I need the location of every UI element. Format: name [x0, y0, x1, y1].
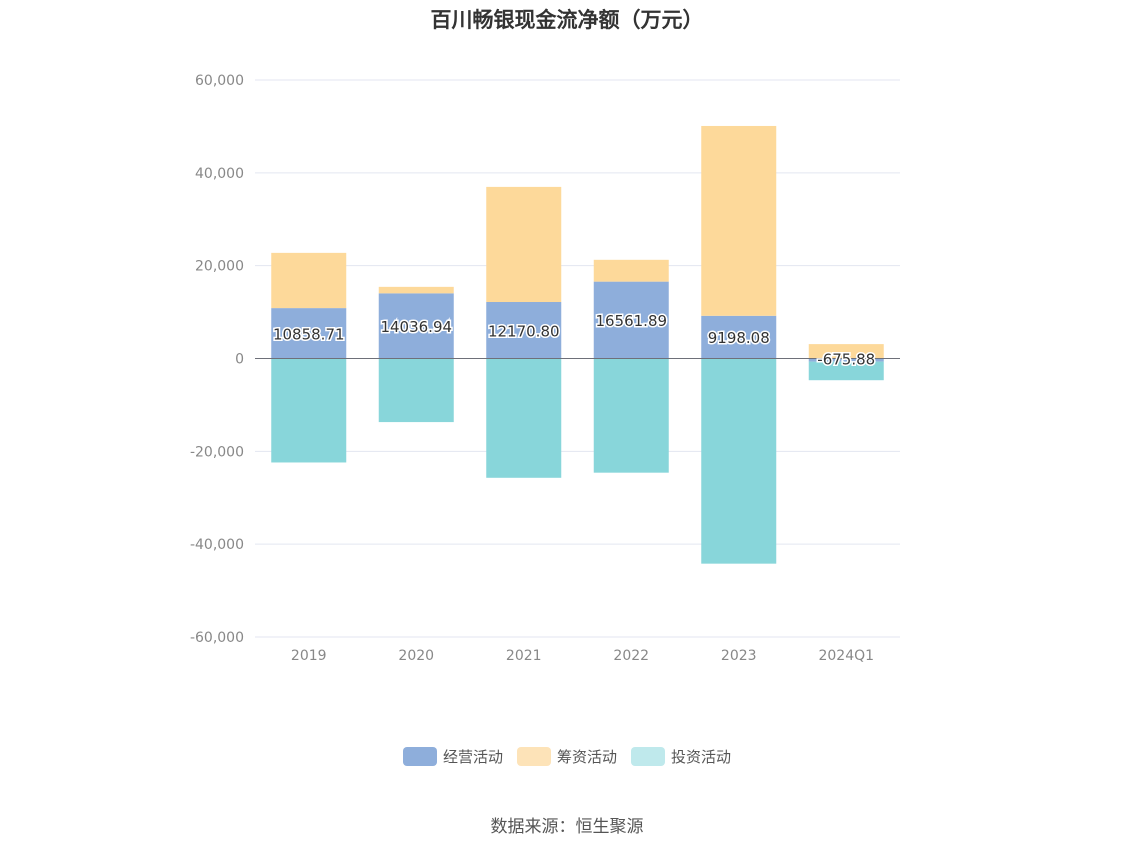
bar-investing — [808, 361, 884, 381]
legend-item-financing[interactable]: 筹资活动 — [516, 746, 617, 767]
x-tick-label: 2019 — [291, 648, 327, 664]
bar-financing — [808, 344, 884, 359]
legend: 经营活动 筹资活动 投资活动 — [0, 746, 1134, 767]
bar-investing — [486, 358, 562, 478]
data-label-operating: 12170.80 — [488, 322, 560, 340]
x-tick-label: 2021 — [506, 648, 542, 664]
bar-financing — [701, 125, 777, 316]
bar-investing — [271, 358, 347, 463]
y-tick-label: 20,000 — [195, 259, 244, 275]
legend-swatch-financing — [516, 747, 551, 766]
x-tick-label: 2022 — [613, 648, 649, 664]
legend-swatch-investing — [631, 747, 665, 766]
bar-operating — [486, 302, 562, 359]
legend-item-investing[interactable]: 投资活动 — [631, 746, 731, 767]
bar-financing — [486, 186, 562, 303]
legend-item-operating[interactable]: 经营活动 — [402, 746, 503, 767]
bar-operating — [271, 308, 347, 359]
bar-investing — [378, 358, 454, 423]
y-tick-label: -60,000 — [190, 630, 244, 646]
y-tick-label: -40,000 — [190, 537, 244, 553]
y-tick-label: 60,000 — [195, 73, 244, 89]
bar-investing — [701, 358, 777, 564]
bar-operating — [808, 358, 884, 362]
x-tick-label: 2023 — [721, 648, 757, 664]
bar-investing — [593, 358, 669, 473]
bar-financing — [593, 259, 669, 282]
data-label-operating: 10858.71 — [273, 325, 345, 343]
data-label-operating: 9198.08 — [708, 329, 770, 347]
legend-label-financing: 筹资活动 — [556, 748, 617, 766]
chart-title: 百川畅银现金流净额（万元） — [430, 8, 704, 32]
data-label-operating: -675.88 — [817, 351, 875, 369]
x-tick-label: 2024Q1 — [818, 648, 874, 664]
data-label-operating: 14036.94 — [380, 318, 452, 336]
y-tick-label: 0 — [235, 352, 244, 368]
data-label-operating: 16561.89 — [595, 312, 667, 330]
bar-financing — [378, 286, 454, 294]
x-tick-label: 2020 — [398, 648, 434, 664]
bar-financing — [271, 252, 347, 309]
bar-operating — [593, 281, 669, 359]
y-tick-label: 40,000 — [195, 166, 244, 182]
legend-label-investing: 投资活动 — [671, 748, 732, 766]
source-note: 数据来源：恒生聚源 — [490, 817, 644, 837]
bar-operating — [378, 293, 454, 359]
legend-label-operating: 经营活动 — [442, 748, 503, 766]
legend-swatch-operating — [402, 747, 437, 766]
bar-operating — [701, 315, 777, 359]
y-tick-label: -20,000 — [190, 444, 244, 460]
